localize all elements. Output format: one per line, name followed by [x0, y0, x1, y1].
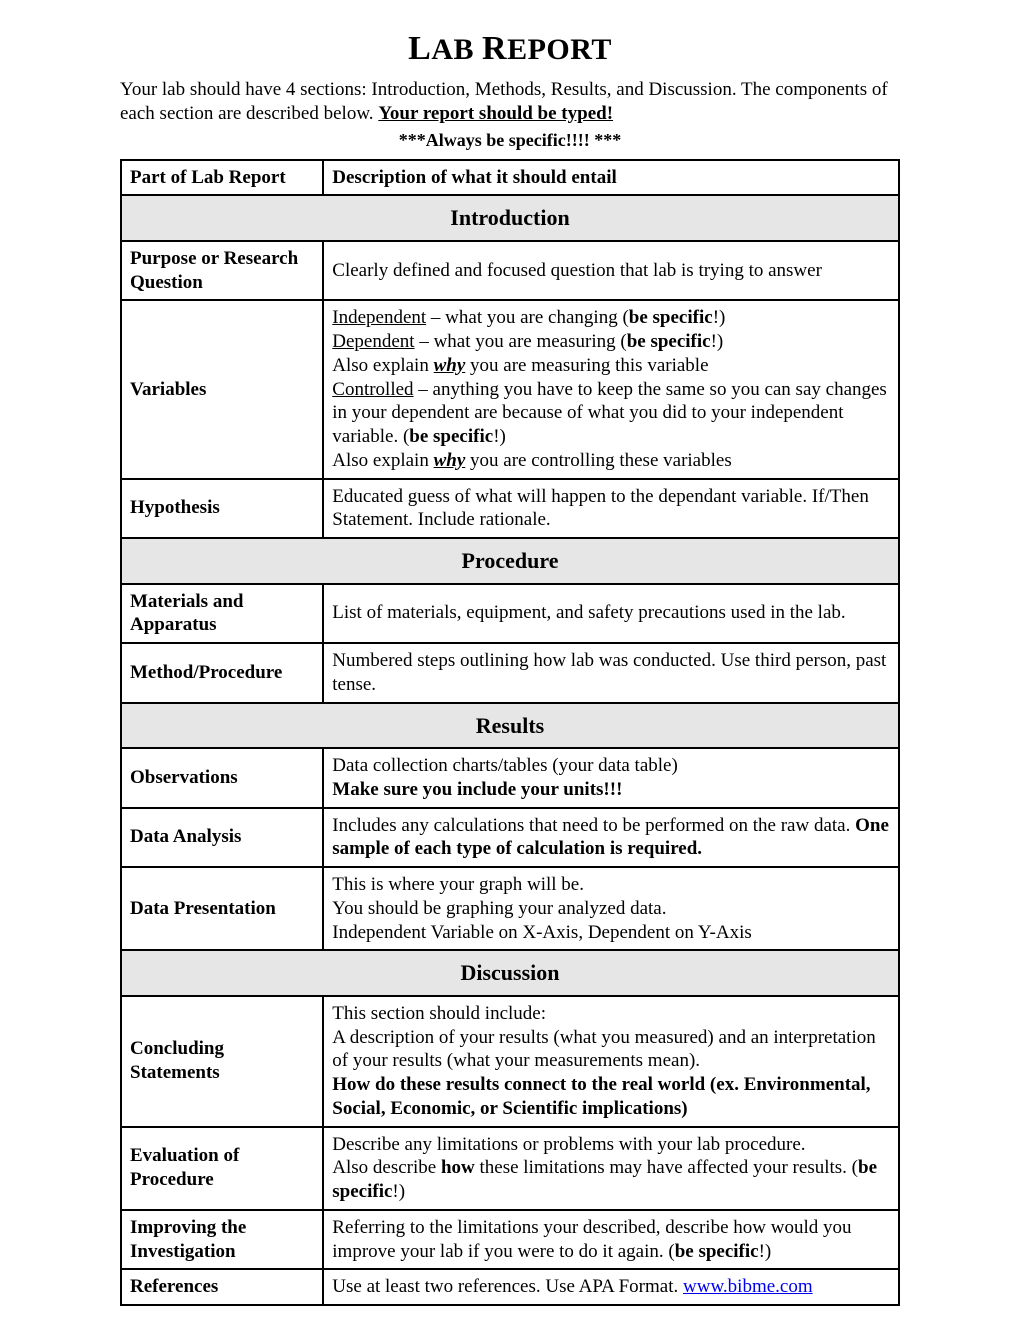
- part-observations: Observations: [121, 748, 323, 808]
- part-evaluation: Evaluation of Procedure: [121, 1127, 323, 1210]
- desc-observations: Data collection charts/tables (your data…: [323, 748, 899, 808]
- part-references: References: [121, 1269, 323, 1305]
- col-header-desc: Description of what it should entail: [323, 160, 899, 196]
- part-variables: Variables: [121, 300, 323, 478]
- desc-hypothesis: Educated guess of what will happen to th…: [323, 479, 899, 539]
- lab-report-table: Part of Lab Report Description of what i…: [120, 159, 900, 1307]
- desc-improving: Referring to the limitations your descri…: [323, 1210, 899, 1270]
- bibme-link[interactable]: www.bibme.com: [683, 1276, 813, 1297]
- part-data-presentation: Data Presentation: [121, 867, 323, 950]
- table-row: Data Presentation This is where your gra…: [121, 867, 899, 950]
- section-title-results: Results: [121, 703, 899, 749]
- desc-purpose: Clearly defined and focused question tha…: [323, 241, 899, 301]
- section-title-procedure: Procedure: [121, 538, 899, 584]
- table-row: Materials and Apparatus List of material…: [121, 584, 899, 644]
- section-header-procedure: Procedure: [121, 538, 899, 584]
- page: LAB REPORT Your lab should have 4 sectio…: [0, 0, 1020, 1336]
- desc-method: Numbered steps outlining how lab was con…: [323, 643, 899, 703]
- table-row: Method/Procedure Numbered steps outlinin…: [121, 643, 899, 703]
- section-title-discussion: Discussion: [121, 950, 899, 996]
- table-row: Observations Data collection charts/tabl…: [121, 748, 899, 808]
- desc-evaluation: Describe any limitations or problems wit…: [323, 1127, 899, 1210]
- section-header-introduction: Introduction: [121, 195, 899, 241]
- desc-variables: Independent – what you are changing (be …: [323, 300, 899, 478]
- desc-data-presentation: This is where your graph will be. You sh…: [323, 867, 899, 950]
- page-title: LAB REPORT: [120, 30, 900, 68]
- section-header-discussion: Discussion: [121, 950, 899, 996]
- table-row: Concluding Statements This section shoul…: [121, 996, 899, 1127]
- desc-data-analysis: Includes any calculations that need to b…: [323, 808, 899, 868]
- table-row: References Use at least two references. …: [121, 1269, 899, 1305]
- desc-concluding: This section should include: A descripti…: [323, 996, 899, 1127]
- section-header-results: Results: [121, 703, 899, 749]
- table-header-row: Part of Lab Report Description of what i…: [121, 160, 899, 196]
- intro-emphasis: Your report should be typed!: [378, 103, 613, 124]
- subnote: ***Always be specific!!!! ***: [120, 130, 900, 151]
- desc-materials: List of materials, equipment, and safety…: [323, 584, 899, 644]
- table-row: Evaluation of Procedure Describe any lim…: [121, 1127, 899, 1210]
- part-purpose: Purpose or Research Question: [121, 241, 323, 301]
- part-hypothesis: Hypothesis: [121, 479, 323, 539]
- table-row: Hypothesis Educated guess of what will h…: [121, 479, 899, 539]
- intro-paragraph: Your lab should have 4 sections: Introdu…: [120, 78, 900, 126]
- part-method: Method/Procedure: [121, 643, 323, 703]
- part-data-analysis: Data Analysis: [121, 808, 323, 868]
- table-row: Variables Independent – what you are cha…: [121, 300, 899, 478]
- desc-references: Use at least two references. Use APA For…: [323, 1269, 899, 1305]
- table-row: Purpose or Research Question Clearly def…: [121, 241, 899, 301]
- section-title-introduction: Introduction: [121, 195, 899, 241]
- part-materials: Materials and Apparatus: [121, 584, 323, 644]
- col-header-part: Part of Lab Report: [121, 160, 323, 196]
- part-improving: Improving the Investigation: [121, 1210, 323, 1270]
- table-row: Data Analysis Includes any calculations …: [121, 808, 899, 868]
- part-concluding: Concluding Statements: [121, 996, 323, 1127]
- table-row: Improving the Investigation Referring to…: [121, 1210, 899, 1270]
